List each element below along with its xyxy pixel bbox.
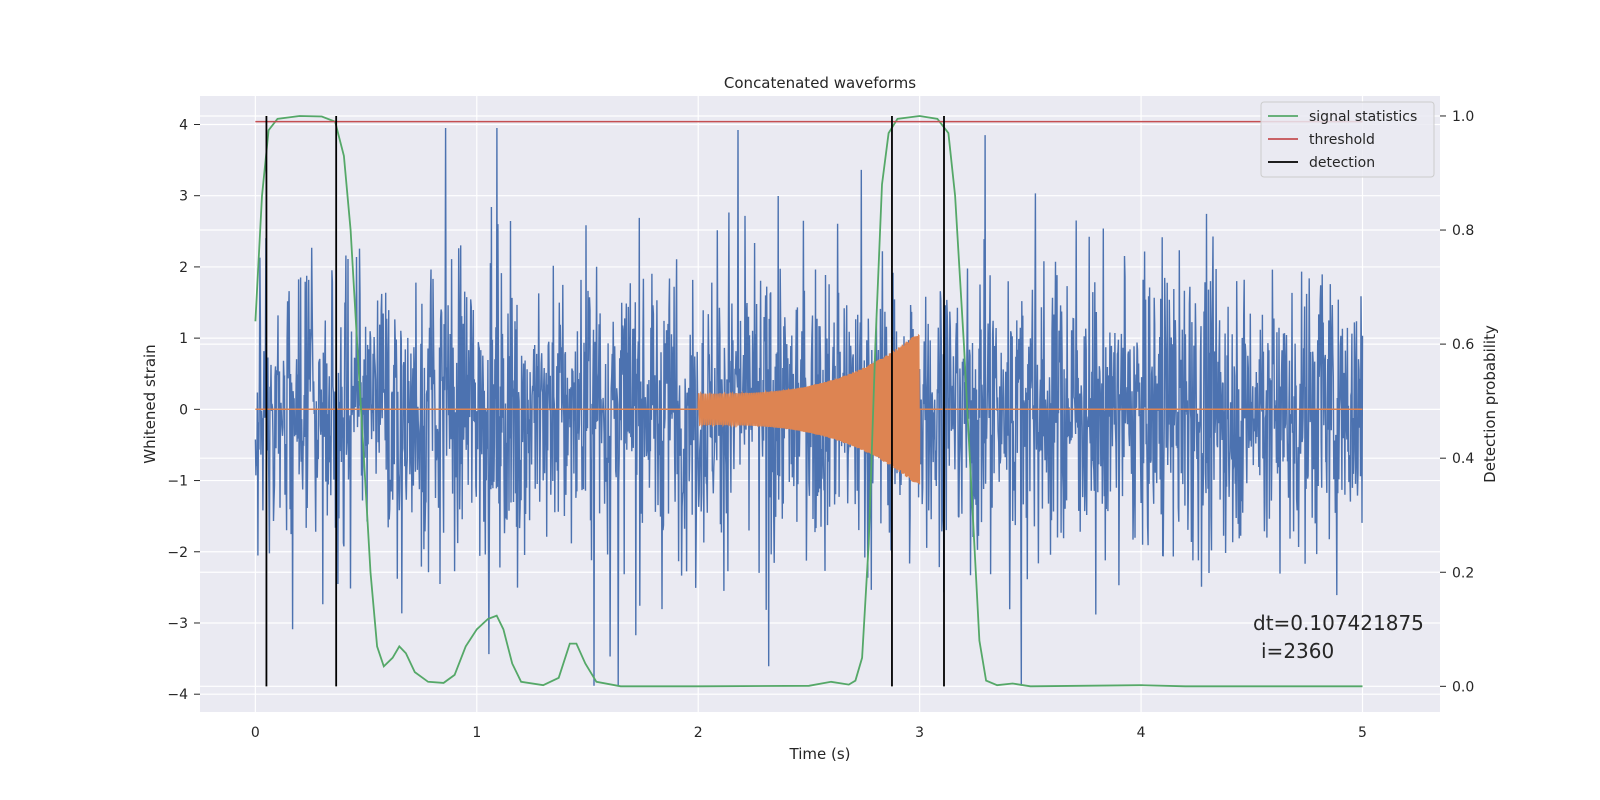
x-tick-label: 2 <box>694 725 703 741</box>
y-tick-label-left: −1 <box>167 474 188 490</box>
y-tick-label-left: 3 <box>179 189 188 205</box>
legend: signal statistics threshold detection <box>1260 101 1435 178</box>
x-tick-label: 0 <box>251 725 260 741</box>
detection-lines <box>265 115 945 687</box>
chart-title: Concatenated waveforms <box>724 74 916 92</box>
x-tick-label: 3 <box>915 725 924 741</box>
legend-label-signal-statistics: signal statistics <box>1309 109 1417 125</box>
whitened-strain-series <box>254 127 1364 686</box>
y-tick-label-right: 0.4 <box>1452 451 1474 467</box>
y-tick-label-left: 0 <box>179 402 188 418</box>
injected-waveform-series <box>255 333 1363 485</box>
data-layer <box>254 115 1364 688</box>
y-tick-label-left: −3 <box>167 616 188 632</box>
y-tick-label-right: 1.0 <box>1452 109 1474 125</box>
signal-statistics-series <box>254 115 1363 688</box>
y-axis-label-right: Detection probability <box>1481 325 1499 483</box>
y-tick-label-left: −2 <box>167 545 188 561</box>
x-axis-label: Time (s) <box>789 745 851 763</box>
y-tick-label-right: 0.0 <box>1452 679 1474 695</box>
annotation-dt: dt=0.107421875 <box>1253 611 1424 635</box>
annotation-i: i=2360 <box>1261 639 1334 663</box>
x-tick-label: 1 <box>472 725 481 741</box>
legend-label-threshold: threshold <box>1309 132 1375 148</box>
y-tick-label-right: 0.6 <box>1452 337 1474 353</box>
x-tick-label: 5 <box>1358 725 1367 741</box>
y-tick-label-left: 2 <box>179 260 188 276</box>
legend-box <box>1260 101 1435 178</box>
axis-ticks: 0 1 2 3 4 5 −4 −3 −2 −1 0 1 2 3 4 0.0 0.2 0.4 0.6 0.8 1.0 <box>167 109 1474 741</box>
y-tick-label-left: 4 <box>179 117 188 133</box>
y-tick-label-left: −4 <box>167 687 188 703</box>
y-tick-label-left: 1 <box>179 331 188 347</box>
y-axis-label-left: Whitened strain <box>141 344 159 463</box>
y-tick-label-right: 0.8 <box>1452 223 1474 239</box>
y-tick-label-right: 0.2 <box>1452 565 1474 581</box>
x-tick-label: 4 <box>1137 725 1146 741</box>
legend-label-detection: detection <box>1309 155 1375 171</box>
